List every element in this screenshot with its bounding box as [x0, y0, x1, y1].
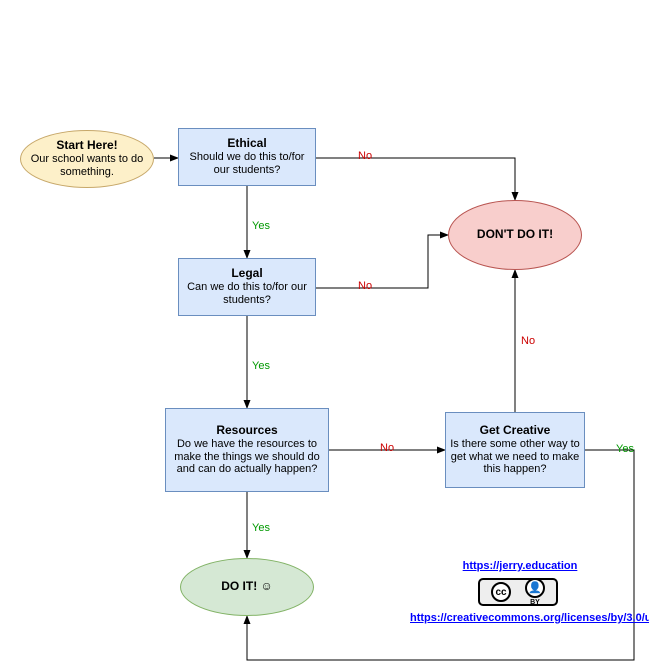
creative-title: Get Creative: [480, 424, 551, 438]
edge-label-no-7: No: [521, 335, 535, 347]
resources-node: Resources Do we have the resources to ma…: [165, 408, 329, 492]
ethical-title: Ethical: [227, 137, 266, 151]
cc-person-icon: 👤: [525, 578, 545, 598]
cc-by-icon: 👤 BY: [525, 578, 545, 606]
start-body: Our school wants to do something.: [25, 153, 149, 178]
legal-node: Legal Can we do this to/for our students…: [178, 258, 316, 316]
dont-title: DON'T DO IT!: [477, 228, 553, 242]
ethical-body: Should we do this to/for our students?: [183, 151, 311, 176]
dont-do-it-node: DON'T DO IT!: [448, 200, 582, 270]
attribution-link-2[interactable]: https://creativecommons.org/licenses/by/…: [410, 612, 630, 624]
legal-body: Can we do this to/for our students?: [183, 281, 311, 306]
resources-body: Do we have the resources to make the thi…: [170, 438, 324, 476]
doit-title: DO IT! ☺: [221, 580, 273, 594]
cc-by-label: BY: [530, 599, 540, 606]
edge-label-yes-3: Yes: [252, 360, 270, 372]
ethical-node: Ethical Should we do this to/for our stu…: [178, 128, 316, 186]
edge-label-yes-1: Yes: [252, 220, 270, 232]
creative-node: Get Creative Is there some other way to …: [445, 412, 585, 488]
edge-label-no-6: No: [380, 442, 394, 454]
start-node: Start Here! Our school wants to do somet…: [20, 130, 154, 188]
do-it-node: DO IT! ☺: [180, 558, 314, 616]
cc-icon: cc: [491, 582, 511, 602]
start-title: Start Here!: [56, 139, 117, 153]
edge-label-no-4: No: [358, 280, 372, 292]
edge-label-yes-5: Yes: [252, 522, 270, 534]
cc-license-badge: cc 👤 BY: [478, 578, 558, 606]
edge-label-yes-8: Yes: [616, 443, 634, 455]
edge-label-no-2: No: [358, 150, 372, 162]
creative-body: Is there some other way to get what we n…: [450, 438, 580, 476]
legal-title: Legal: [231, 267, 262, 281]
resources-title: Resources: [216, 424, 277, 438]
attribution-link-1[interactable]: https://jerry.education: [410, 560, 630, 572]
